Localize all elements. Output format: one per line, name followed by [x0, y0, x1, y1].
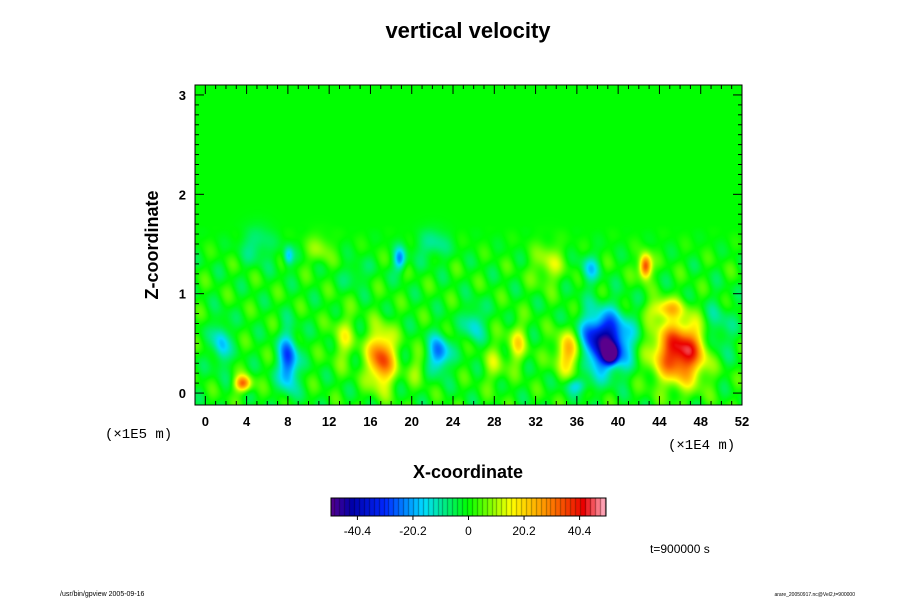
colorbar-canvas: [331, 498, 606, 516]
colorbar-ticks: -40.4 -20.2 0 20.2 40.4: [344, 516, 592, 538]
heatmap-canvas: [195, 85, 742, 405]
colorbar-tick-label: 40.4: [568, 524, 592, 538]
x-tick-label: 8: [284, 414, 291, 429]
x-tick-label: 48: [693, 414, 707, 429]
x-tick-label: 44: [652, 414, 667, 429]
y-tick-label: 1: [179, 287, 186, 302]
footer-right: arare_20050917.nc@Vel2,t=900000: [774, 592, 855, 598]
x-tick-label: 12: [322, 414, 336, 429]
colorbar-tick-label: -20.2: [399, 524, 427, 538]
y-axis-label: Z-coordinate: [142, 190, 162, 299]
colorbar-tick-label: -40.4: [344, 524, 372, 538]
colorbar: -40.4 -20.2 0 20.2 40.4: [330, 497, 607, 538]
x-tick-label: 40: [611, 414, 625, 429]
x-axis-label: X-coordinate: [413, 462, 523, 482]
heatmap-field: [195, 85, 742, 405]
x-tick-label: 20: [405, 414, 419, 429]
colorbar-tick-label: 0: [465, 524, 472, 538]
x-tick-label: 32: [528, 414, 542, 429]
x-tick-label: 28: [487, 414, 501, 429]
x-axis-ticks: 0 4 8 12 16 20 24 28 32 36 40 44 48 52: [194, 85, 749, 429]
chart-title: vertical velocity: [385, 18, 551, 43]
y-axis-ticks: 0 1 2 3: [179, 84, 742, 401]
colorbar-tick-label: 20.2: [512, 524, 536, 538]
x-tick-label: 4: [243, 414, 251, 429]
x-tick-label: 36: [570, 414, 584, 429]
x-unit-label: (×1E4 m): [668, 438, 735, 454]
x-tick-label: 16: [363, 414, 377, 429]
colorbar-gradient: [331, 498, 606, 516]
y-tick-label: 2: [179, 187, 186, 202]
plot-frame: [194, 84, 743, 406]
x-tick-label: 24: [446, 414, 461, 429]
y-tick-label: 0: [179, 386, 186, 401]
y-tick-label: 3: [179, 88, 186, 103]
y-unit-label: (×1E5 m): [105, 427, 172, 443]
time-annotation: t=900000 s: [650, 542, 710, 556]
footer-left: /usr/bin/gpview 2005-09-16: [60, 591, 145, 598]
x-tick-label: 0: [202, 414, 209, 429]
x-tick-label: 52: [735, 414, 749, 429]
